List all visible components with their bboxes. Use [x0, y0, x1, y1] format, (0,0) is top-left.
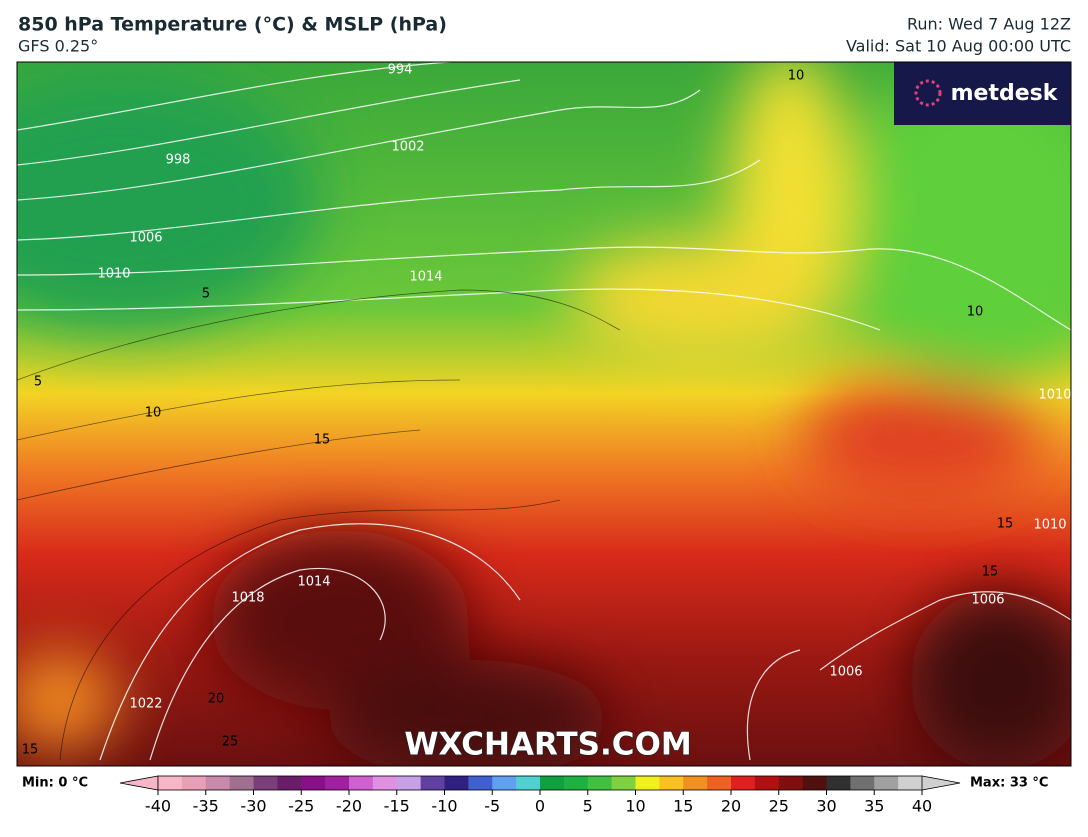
- logo-background: [894, 62, 1071, 125]
- colorbar-segment: [420, 776, 445, 790]
- temperature-field: [17, 62, 1071, 766]
- colorbar-segment: [874, 776, 899, 790]
- isotherm-label: 15: [982, 565, 999, 580]
- colorbar-segment: [229, 776, 254, 790]
- logo-box: metdesk: [894, 62, 1071, 125]
- colorbar-segment: [707, 776, 732, 790]
- colorbar-segment: [492, 776, 517, 790]
- subtitle: GFS 0.25°: [18, 37, 98, 56]
- colorbar-arrow-right: [921, 775, 961, 791]
- colorbar-segment: [802, 776, 827, 790]
- isotherms: [17, 289, 621, 761]
- watermark: WXCHARTS.COM: [404, 727, 691, 763]
- isotherm-label: 25: [222, 735, 239, 750]
- isotherm-label: 15: [22, 743, 39, 758]
- colorbar-tick-label: 20: [721, 797, 741, 816]
- colorbar-segment: [349, 776, 374, 790]
- colorbar-segment: [372, 776, 398, 790]
- colorbar-segment: [301, 776, 326, 790]
- isobar-label: 998: [166, 153, 191, 168]
- isotherm-label: 15: [314, 433, 331, 448]
- isobar-label: 1002: [391, 140, 424, 155]
- colorbar-segment: [205, 776, 231, 790]
- map-frame: [16, 61, 1072, 767]
- colorbar-tick-label: -30: [240, 797, 266, 816]
- colorbar-segment: [731, 776, 756, 790]
- isobar-label: 1014: [409, 270, 442, 285]
- isotherm-label: 10: [145, 406, 162, 421]
- isobar-label: 1010: [1038, 388, 1071, 403]
- colorbar-tick-label: -25: [288, 797, 314, 816]
- isobars: [17, 62, 1071, 761]
- colorbar-segment: [587, 776, 613, 790]
- isobar-label: 1010: [1033, 518, 1066, 533]
- logo-icon: [914, 79, 942, 107]
- isotherm-label: 10: [788, 69, 805, 84]
- colorbar-segment: [635, 776, 660, 790]
- isobar-label: 1022: [129, 697, 162, 712]
- isobar-label: 1018: [231, 591, 264, 606]
- isotherm-label: 10: [967, 305, 984, 320]
- colorbar-segment: [563, 776, 589, 790]
- colorbar-tick-label: 40: [912, 797, 932, 816]
- colorbar-tick-label: -10: [431, 797, 457, 816]
- colorbar-arrow-left: [119, 775, 159, 791]
- colorbar-segment: [468, 776, 493, 790]
- isobar-label: 1006: [129, 231, 162, 246]
- isotherm-label: 5: [34, 375, 42, 390]
- colorbar-segment: [396, 776, 422, 790]
- colorbar-min: Min: 0 °C: [22, 776, 88, 791]
- colorbar-segment: [778, 776, 804, 790]
- isotherm-label: 5: [202, 287, 210, 302]
- colorbar: -40 -35 -30 -25 -20 -15 -10 -5 0 5 10 15 20 25 30 35 40: [119, 775, 961, 816]
- colorbar-segment: [158, 776, 183, 790]
- isotherm-label: 15: [997, 517, 1014, 532]
- colorbar-tick-label: -35: [193, 797, 219, 816]
- isobar-label: 1006: [971, 593, 1004, 608]
- colorbar-segment: [611, 776, 636, 790]
- colorbar-segment: [277, 776, 302, 790]
- colorbar-segment: [516, 776, 541, 790]
- isobar-label: 1010: [97, 267, 130, 282]
- colorbar-segment: [898, 776, 923, 790]
- colorbar-tick-label: 15: [673, 797, 693, 816]
- colorbar-segment: [683, 776, 708, 790]
- isotherm-label: 20: [208, 692, 225, 707]
- colorbar-segment: [325, 776, 350, 790]
- colorbar-tick-label: 35: [864, 797, 884, 816]
- colorbar-tick-label: -5: [484, 797, 500, 816]
- colorbar-segment: [181, 776, 207, 790]
- colorbar-segment: [540, 776, 565, 790]
- colorbar-tick-label: 30: [816, 797, 836, 816]
- colorbar-max: Max: 33 °C: [970, 776, 1048, 791]
- colorbar-tick-label: -20: [336, 797, 362, 816]
- colorbar-segment: [850, 776, 875, 790]
- title: 850 hPa Temperature (°C) & MSLP (hPa): [18, 14, 447, 36]
- isobar-label: 1014: [297, 575, 330, 590]
- colorbar-tick-label: 5: [583, 797, 593, 816]
- colorbar-segment: [253, 776, 278, 790]
- run-time: Run: Wed 7 Aug 12Z: [907, 15, 1071, 34]
- colorbar-tick-label: 10: [625, 797, 645, 816]
- colorbar-segment: [444, 776, 469, 790]
- colorbar-tick-label: -15: [384, 797, 410, 816]
- colorbar-segment: [826, 776, 851, 790]
- colorbar-segment: [754, 776, 780, 790]
- logo-text: metdesk: [951, 81, 1059, 106]
- colorbar-tick-label: -40: [145, 797, 171, 816]
- colorbar-tick-label: 0: [535, 797, 545, 816]
- colorbar-segment: [659, 776, 684, 790]
- isobar-label: 1006: [829, 665, 862, 680]
- isobar-label: 994: [388, 63, 413, 78]
- colorbar-tick-label: 25: [769, 797, 789, 816]
- valid-time: Valid: Sat 10 Aug 00:00 UTC: [846, 37, 1071, 56]
